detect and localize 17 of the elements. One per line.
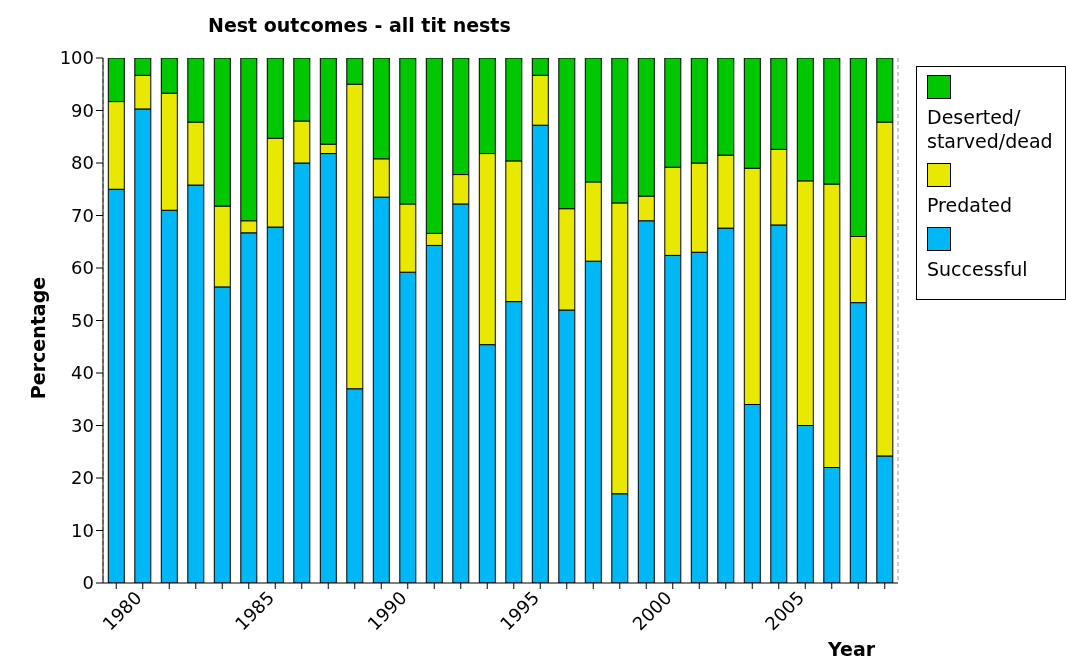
y-axis-title: Percentage <box>27 276 49 400</box>
y-tick-label: 70 <box>71 204 94 226</box>
legend-label: Deserted/ starved/dead <box>927 105 1054 153</box>
y-tick-label: 30 <box>71 414 94 436</box>
legend-label: Predated <box>927 193 1014 217</box>
y-tick-label: 40 <box>71 362 94 384</box>
y-tick-label: 80 <box>71 152 94 174</box>
y-tick-label: 60 <box>71 257 94 279</box>
chart-title: Nest outcomes - all tit nests <box>208 14 511 36</box>
y-tick-label: 100 <box>59 47 94 69</box>
y-tick-label: 20 <box>71 467 94 489</box>
x-axis-title: Year <box>828 638 876 660</box>
y-tick-label: 0 <box>82 572 94 594</box>
y-tick-label: 90 <box>71 99 94 121</box>
y-tick-label: 50 <box>71 309 94 331</box>
y-tick-label: 10 <box>71 519 94 541</box>
legend-label: Successful <box>927 257 1029 281</box>
